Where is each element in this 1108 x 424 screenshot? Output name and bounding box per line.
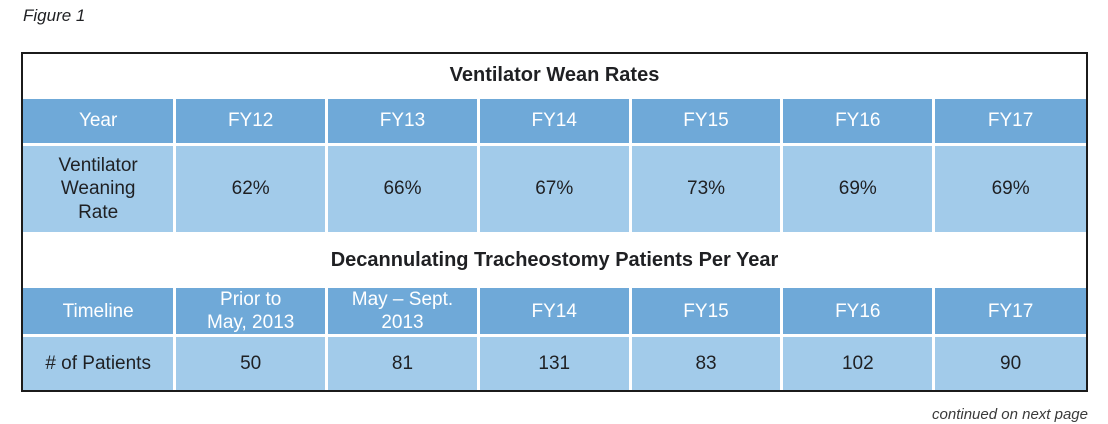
continued-note: continued on next page bbox=[932, 406, 1088, 423]
data-cell: 66% bbox=[325, 143, 480, 235]
column-header-year: Year bbox=[23, 96, 177, 146]
column-header: FY14 bbox=[476, 284, 632, 338]
row-label-wean-rate: Ventilator Weaning Rate bbox=[23, 143, 177, 235]
column-header: FY16 bbox=[780, 96, 936, 146]
table-row: # of Patients 50 81 131 83 102 90 bbox=[23, 334, 1086, 391]
column-header: FY13 bbox=[325, 96, 480, 146]
table-row: Ventilator Wean Rates bbox=[23, 54, 1086, 99]
column-header-timeline: Timeline bbox=[23, 284, 177, 338]
data-cell: 102 bbox=[780, 334, 936, 391]
column-header: FY17 bbox=[932, 96, 1086, 146]
row-label-patients: # of Patients bbox=[23, 334, 177, 391]
data-cell: 90 bbox=[932, 334, 1086, 391]
data-cell: 69% bbox=[780, 143, 936, 235]
column-header: Prior to May, 2013 bbox=[173, 284, 329, 338]
table-row: Decannulating Tracheostomy Patients Per … bbox=[23, 232, 1086, 288]
column-header: FY17 bbox=[932, 284, 1086, 338]
column-header: FY14 bbox=[476, 96, 632, 146]
figure-table: Ventilator Wean Rates Year FY12 FY13 FY1… bbox=[23, 54, 1086, 391]
data-cell: 67% bbox=[476, 143, 632, 235]
data-cell: 73% bbox=[628, 143, 784, 235]
data-cell: 81 bbox=[325, 334, 480, 391]
section-title-decannulating: Decannulating Tracheostomy Patients Per … bbox=[23, 232, 1086, 288]
data-cell: 62% bbox=[173, 143, 329, 235]
data-cell: 131 bbox=[476, 334, 632, 391]
section-title-ventilator: Ventilator Wean Rates bbox=[23, 54, 1086, 99]
column-header: FY12 bbox=[173, 96, 329, 146]
table-row: Ventilator Weaning Rate 62% 66% 67% 73% … bbox=[23, 143, 1086, 235]
column-header: FY15 bbox=[628, 96, 784, 146]
column-header: FY15 bbox=[628, 284, 784, 338]
data-cell: 69% bbox=[932, 143, 1086, 235]
column-header: May – Sept. 2013 bbox=[325, 284, 480, 338]
column-header: FY16 bbox=[780, 284, 936, 338]
table-row: Year FY12 FY13 FY14 FY15 FY16 FY17 bbox=[23, 96, 1086, 146]
table-row: Timeline Prior to May, 2013 May – Sept. … bbox=[23, 284, 1086, 338]
figure-label: Figure 1 bbox=[23, 6, 86, 25]
data-cell: 50 bbox=[173, 334, 329, 391]
data-cell: 83 bbox=[628, 334, 784, 391]
figure-table-frame: Ventilator Wean Rates Year FY12 FY13 FY1… bbox=[21, 52, 1088, 393]
